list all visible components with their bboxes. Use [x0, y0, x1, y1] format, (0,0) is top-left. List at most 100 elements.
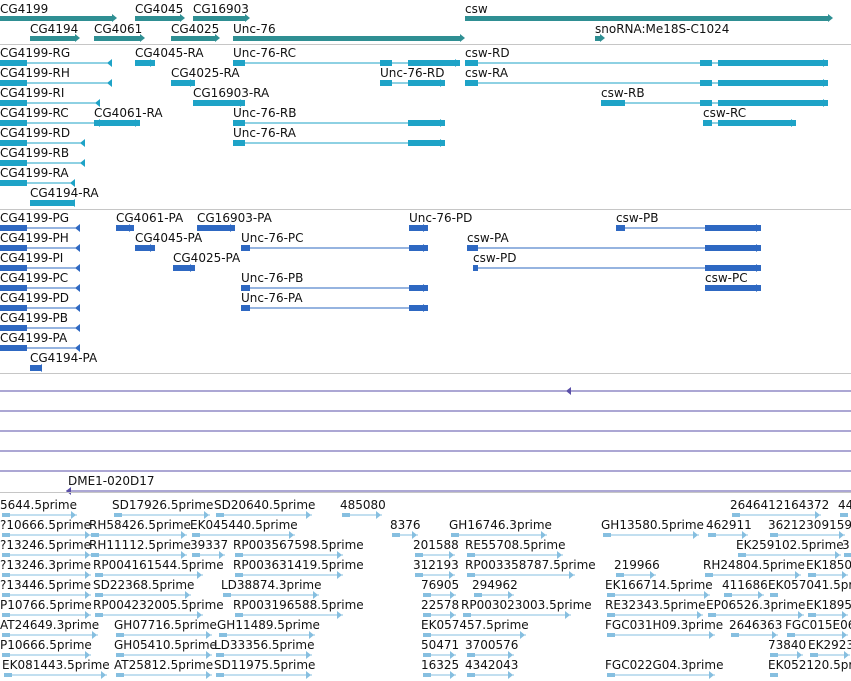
- gene-label[interactable]: CG4025: [171, 22, 220, 36]
- est-label[interactable]: RP003023003.5prime: [461, 598, 592, 612]
- cds-block[interactable]: [197, 225, 235, 231]
- est-label[interactable]: RE55708.5prime: [465, 538, 566, 552]
- gene-label[interactable]: CG16903: [193, 2, 249, 16]
- cds-block[interactable]: [0, 285, 27, 291]
- exon-block[interactable]: [0, 160, 27, 166]
- exon-block[interactable]: [380, 60, 392, 66]
- est-label[interactable]: GH07716.5prime: [114, 618, 217, 632]
- exon-block[interactable]: [408, 120, 445, 126]
- est-label[interactable]: GH16746.3prime: [449, 518, 552, 532]
- est-label[interactable]: 294962: [472, 578, 518, 592]
- est-label[interactable]: FGC031H09.3prime: [605, 618, 724, 632]
- cds-block[interactable]: [616, 225, 625, 231]
- est-label[interactable]: 16325: [421, 658, 460, 672]
- est-label[interactable]: 219966: [614, 558, 660, 572]
- est-label[interactable]: ?13246.5prime: [0, 538, 91, 552]
- protein-label[interactable]: CG4199-PG: [0, 211, 70, 225]
- gene-bar[interactable]: [135, 16, 180, 21]
- est-label[interactable]: 36212309159: [768, 518, 851, 532]
- est-label[interactable]: EK045440.5prime: [190, 518, 298, 532]
- transcript-label[interactable]: Unc-76-RA: [233, 126, 296, 140]
- protein-label[interactable]: CG16903-PA: [197, 211, 272, 225]
- protein-label[interactable]: CG4199-PB: [0, 311, 69, 325]
- cds-block[interactable]: [135, 245, 155, 251]
- cds-block[interactable]: [473, 265, 478, 271]
- est-label[interactable]: P10766.5prime: [0, 598, 92, 612]
- est-label[interactable]: EK166714.5prime: [605, 578, 713, 592]
- exon-block[interactable]: [700, 100, 712, 106]
- est-label[interactable]: 8376: [390, 518, 421, 532]
- cds-block[interactable]: [116, 225, 134, 231]
- cds-block[interactable]: [705, 245, 761, 251]
- est-label[interactable]: RE32343.5prime: [605, 598, 706, 612]
- cds-block[interactable]: [409, 305, 428, 311]
- cds-block[interactable]: [0, 245, 27, 251]
- transcript-label[interactable]: csw-RB: [601, 86, 645, 100]
- transcript-label[interactable]: CG4199-RG: [0, 46, 71, 60]
- exon-block[interactable]: [0, 60, 27, 66]
- protein-label[interactable]: CG4025-PA: [173, 251, 241, 265]
- est-label[interactable]: ?10666.5prime: [0, 518, 91, 532]
- est-label[interactable]: 2646412164372: [730, 498, 830, 512]
- exon-block[interactable]: [233, 60, 245, 66]
- gene-bar[interactable]: [94, 36, 140, 41]
- cds-block[interactable]: [241, 245, 250, 251]
- est-label[interactable]: FGC022G04.3prime: [605, 658, 724, 672]
- est-label[interactable]: EK2923: [808, 638, 851, 652]
- exon-block[interactable]: [718, 120, 796, 126]
- cds-block[interactable]: [0, 325, 27, 331]
- cds-block[interactable]: [705, 265, 761, 271]
- est-label[interactable]: LD33356.5prime: [214, 638, 315, 652]
- exon-block[interactable]: [408, 140, 445, 146]
- est-label[interactable]: EK1895: [806, 598, 851, 612]
- est-label[interactable]: EK052120.5prime: [768, 658, 851, 672]
- gene-label[interactable]: snoRNA:Me18S-C1024: [595, 22, 730, 36]
- cds-block[interactable]: [409, 285, 428, 291]
- cds-block[interactable]: [0, 225, 27, 231]
- est-label[interactable]: EK081443.5prime: [2, 658, 110, 672]
- cds-block[interactable]: [173, 265, 195, 271]
- gene-label[interactable]: Unc-76: [233, 22, 276, 36]
- protein-label[interactable]: csw-PD: [473, 251, 517, 265]
- cds-block[interactable]: [705, 225, 761, 231]
- gene-bar[interactable]: [233, 36, 460, 41]
- est-label[interactable]: SD17926.5prime: [112, 498, 214, 512]
- est-label[interactable]: GH13580.5prime: [601, 518, 704, 532]
- exon-block[interactable]: [700, 80, 712, 86]
- est-label[interactable]: 4342043: [465, 658, 519, 672]
- exon-block[interactable]: [380, 80, 392, 86]
- cds-block[interactable]: [0, 345, 27, 351]
- est-label[interactable]: 5644.5prime: [0, 498, 77, 512]
- transcript-label[interactable]: csw-RD: [465, 46, 510, 60]
- cds-block[interactable]: [409, 245, 428, 251]
- est-label[interactable]: RP003196588.5prime: [233, 598, 364, 612]
- exon-block[interactable]: [0, 100, 27, 106]
- gene-bar[interactable]: [30, 36, 75, 41]
- exon-block[interactable]: [135, 60, 155, 66]
- est-label[interactable]: P10666.5prime: [0, 638, 92, 652]
- exon-block[interactable]: [408, 80, 445, 86]
- exon-block[interactable]: [465, 60, 478, 66]
- cds-block[interactable]: [705, 285, 761, 291]
- est-label[interactable]: AT25812.5prime: [114, 658, 214, 672]
- est-label[interactable]: 39337: [190, 538, 229, 552]
- exon-block[interactable]: [94, 120, 140, 126]
- gene-bar[interactable]: [0, 16, 112, 21]
- est-label[interactable]: EK259102.5prime: [736, 538, 844, 552]
- protein-label[interactable]: Unc-76-PB: [241, 271, 304, 285]
- transcript-label[interactable]: CG16903-RA: [193, 86, 270, 100]
- protein-label[interactable]: CG4194-PA: [30, 351, 98, 365]
- est-label[interactable]: 76905: [421, 578, 460, 592]
- gene-label[interactable]: CG4199: [0, 2, 49, 16]
- est-label[interactable]: RH11112.5prime: [89, 538, 191, 552]
- est-label[interactable]: ?13246.3prime: [0, 558, 91, 572]
- protein-label[interactable]: CG4199-PD: [0, 291, 70, 305]
- protein-label[interactable]: CG4199-PA: [0, 331, 68, 345]
- est-label[interactable]: RP003567598.5prime: [233, 538, 364, 552]
- protein-label[interactable]: CG4199-PI: [0, 251, 64, 265]
- exon-block[interactable]: [601, 100, 625, 106]
- transcript-label[interactable]: csw-RA: [465, 66, 509, 80]
- est-label[interactable]: 2646363: [729, 618, 783, 632]
- exon-block[interactable]: [465, 80, 478, 86]
- est-label[interactable]: ?13446.5prime: [0, 578, 91, 592]
